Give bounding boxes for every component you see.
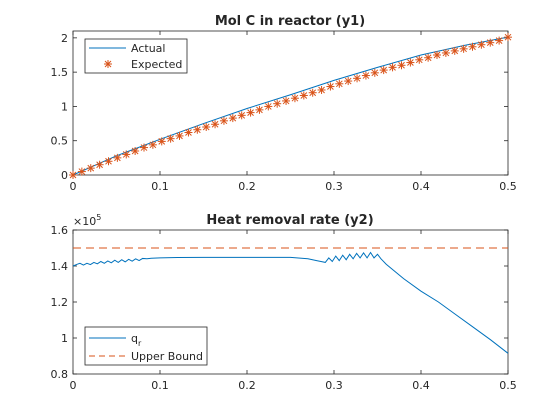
expected-marker	[388, 63, 397, 72]
expected-marker	[166, 134, 175, 143]
x-tick-label: 0.2	[238, 180, 256, 193]
expected-marker	[299, 91, 308, 100]
axes-bottom: Heat removal rate (y2) ×105 0 0.1 0.2 0.3 0.…	[51, 213, 517, 392]
expected-marker	[326, 82, 335, 91]
expected-marker	[477, 40, 486, 49]
expected-marker	[370, 68, 379, 77]
expected-marker	[184, 128, 193, 137]
expected-marker	[450, 46, 459, 55]
expected-marker	[379, 66, 388, 75]
expected-marker	[131, 147, 140, 155]
x-tick-label: 0.4	[412, 379, 430, 392]
expected-marker	[246, 108, 255, 117]
x-tick-label: 0.3	[325, 379, 343, 392]
expected-marker	[361, 71, 370, 80]
expected-marker	[441, 48, 450, 57]
expected-marker	[211, 120, 220, 129]
legend-expected-label: Expected	[131, 58, 182, 71]
axes-bottom-plot-area	[72, 247, 509, 354]
expected-marker	[486, 38, 495, 47]
expected-marker	[433, 51, 442, 59]
expected-marker	[255, 105, 264, 114]
y-tick-label: 1.2	[51, 296, 69, 309]
legend-qr-label: qr	[131, 332, 142, 348]
x-tick-label: 0.2	[238, 379, 256, 392]
axes-bottom-legend: qr Upper Bound	[84, 326, 208, 366]
expected-marker	[202, 123, 211, 131]
expected-marker	[228, 114, 237, 123]
expected-marker	[148, 140, 157, 149]
expected-marker	[77, 167, 86, 176]
y-tick-label: 0	[61, 169, 68, 182]
axes-bottom-ticks: 0 0.1 0.2 0.3 0.4 0.5 0.8 1 1.2 1.4 1.6	[51, 224, 517, 392]
axes-top: Mol C in reactor (y1) 0 0.1 0.2 0.3 0.4 0.500…	[51, 14, 517, 193]
axes-bottom-title: Heat removal rate (y2)	[206, 213, 373, 228]
expected-marker	[95, 160, 104, 169]
expected-marker	[139, 143, 148, 152]
axes-top-plot-area	[69, 33, 512, 179]
expected-marker	[317, 85, 326, 94]
expected-marker	[468, 42, 477, 51]
x-tick-label: 0	[70, 180, 77, 193]
expected-marker	[459, 44, 468, 53]
legend-upper-bound-label: Upper Bound	[131, 350, 203, 363]
expected-marker	[308, 88, 317, 97]
expected-marker	[495, 36, 504, 45]
expected-marker	[273, 99, 282, 108]
y-tick-label: 0.5	[51, 135, 69, 148]
expected-marker	[113, 153, 122, 162]
expected-marker	[86, 164, 95, 173]
expected-marker	[344, 77, 353, 86]
expected-marker	[193, 125, 202, 134]
expected-marker	[264, 102, 273, 111]
axes-top-title: Mol C in reactor (y1)	[215, 14, 365, 29]
expected-marker	[219, 116, 228, 125]
expected-marker	[353, 74, 362, 83]
expected-marker	[282, 96, 291, 105]
y-tick-label: 1	[61, 100, 68, 113]
x-tick-label: 0.5	[499, 180, 517, 193]
expected-marker	[122, 150, 131, 159]
q-line	[72, 251, 509, 354]
expected-marker	[415, 55, 424, 64]
expected-marker	[157, 137, 166, 146]
legend-box	[84, 38, 188, 74]
expected-marker	[104, 157, 113, 166]
y-tick-label: 1.4	[51, 260, 69, 273]
y-exponent-label: ×105	[73, 213, 101, 228]
y-tick-label: 0.8	[51, 368, 69, 381]
axes-top-legend: Actual Expected	[84, 38, 188, 74]
legend-expected-marker	[104, 60, 112, 68]
axes-top-ticks: 0 0.1 0.2 0.3 0.4 0.5 0 0.5 1 1.5 2	[51, 31, 517, 193]
legend-actual-label: Actual	[131, 42, 165, 55]
x-tick-label: 0.3	[325, 180, 343, 193]
expected-marker	[406, 58, 415, 67]
x-tick-label: 0.4	[412, 180, 430, 193]
y-tick-label: 1	[61, 332, 68, 345]
expected-marker	[69, 171, 77, 179]
legend-box	[84, 326, 208, 366]
expected-marker	[290, 94, 299, 103]
y-tick-label: 2	[61, 32, 68, 45]
x-tick-label: 0.1	[151, 180, 169, 193]
expected-marker	[504, 33, 512, 42]
x-tick-label: 0	[70, 379, 77, 392]
expected-marker	[335, 79, 344, 88]
x-tick-label: 0.1	[151, 379, 169, 392]
actual-line	[72, 36, 509, 176]
y-tick-label: 1.6	[51, 224, 69, 237]
x-tick-label: 0.5	[499, 379, 517, 392]
expected-marker	[175, 131, 184, 140]
expected-marker	[397, 61, 406, 70]
expected-marker	[237, 111, 246, 120]
y-tick-label: 1.5	[51, 66, 69, 79]
expected-marker	[424, 53, 433, 62]
